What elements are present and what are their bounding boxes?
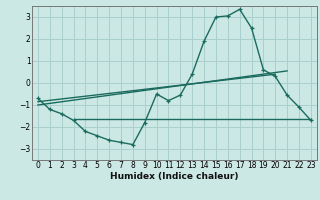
X-axis label: Humidex (Indice chaleur): Humidex (Indice chaleur): [110, 172, 239, 181]
